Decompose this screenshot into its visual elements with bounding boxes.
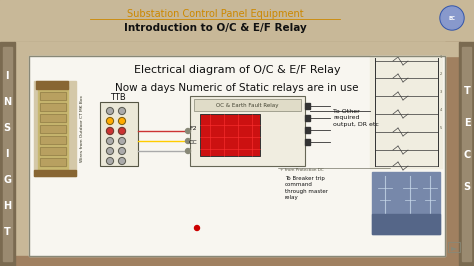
Text: 3: 3 — [440, 90, 442, 94]
Bar — [100, 102, 138, 166]
Circle shape — [118, 157, 126, 164]
Circle shape — [441, 7, 463, 29]
Text: TTB: TTB — [110, 94, 126, 102]
Text: C: C — [464, 150, 471, 160]
Bar — [40, 125, 66, 133]
Bar — [29, 56, 445, 256]
Bar — [40, 147, 66, 155]
Bar — [40, 136, 66, 144]
Circle shape — [107, 107, 113, 114]
Text: 5: 5 — [440, 126, 442, 130]
Bar — [190, 96, 305, 166]
Bar — [40, 158, 66, 166]
Text: CC: CC — [188, 139, 197, 144]
Bar — [372, 214, 440, 234]
Text: I: I — [5, 71, 9, 81]
Circle shape — [185, 148, 191, 153]
Bar — [305, 139, 310, 145]
Bar — [0, 42, 15, 266]
Text: Wires from Outdoor CT MK Box: Wires from Outdoor CT MK Box — [80, 94, 84, 161]
Circle shape — [118, 118, 126, 124]
Circle shape — [107, 157, 113, 164]
Text: 1: 1 — [440, 55, 442, 59]
Circle shape — [107, 138, 113, 144]
Bar — [370, 56, 442, 168]
Bar — [194, 99, 301, 111]
Bar — [40, 103, 66, 111]
Text: S: S — [3, 123, 10, 133]
Bar — [40, 103, 66, 111]
Text: H: H — [3, 201, 11, 211]
Text: T: T — [4, 227, 10, 237]
Bar — [14, 42, 29, 266]
Text: S: S — [464, 182, 471, 192]
Bar — [34, 81, 76, 176]
Circle shape — [107, 127, 113, 135]
Bar — [40, 136, 66, 144]
Bar — [34, 170, 76, 176]
Text: E: E — [464, 118, 470, 128]
Bar — [40, 125, 66, 133]
Bar — [40, 92, 66, 100]
Bar — [448, 242, 460, 252]
Bar — [445, 42, 460, 266]
Bar — [40, 147, 66, 155]
Bar — [38, 86, 68, 171]
Circle shape — [194, 226, 200, 231]
Circle shape — [118, 138, 126, 144]
Bar — [305, 115, 310, 121]
Circle shape — [107, 148, 113, 155]
Circle shape — [185, 128, 191, 134]
Bar — [40, 114, 66, 122]
Text: 2: 2 — [440, 72, 442, 76]
Text: Now a days Numeric of Static relays are in use: Now a days Numeric of Static relays are … — [115, 83, 359, 93]
Bar — [14, 42, 460, 266]
Text: G: G — [3, 175, 11, 185]
Text: EC: EC — [448, 15, 456, 20]
Text: ►: ► — [451, 243, 457, 252]
Text: I: I — [5, 149, 9, 159]
Circle shape — [185, 139, 191, 143]
Bar — [40, 158, 66, 166]
Circle shape — [440, 6, 464, 30]
Bar — [40, 92, 66, 100]
Circle shape — [107, 118, 113, 124]
Text: 4: 4 — [440, 108, 442, 112]
Circle shape — [118, 148, 126, 155]
Bar — [200, 114, 260, 156]
Bar — [36, 81, 68, 89]
Text: Substation Control Panel Equipment: Substation Control Panel Equipment — [127, 9, 303, 19]
Bar — [14, 42, 460, 56]
Bar — [462, 47, 471, 261]
Text: F2: F2 — [190, 126, 197, 131]
Bar — [305, 103, 310, 109]
Text: Introduction to O/C & E/F Relay: Introduction to O/C & E/F Relay — [124, 23, 306, 33]
Bar — [40, 114, 66, 122]
Bar — [459, 42, 474, 266]
Bar — [14, 256, 460, 266]
Text: T: T — [464, 86, 470, 96]
Bar — [0, 0, 474, 42]
Bar — [29, 56, 445, 256]
Circle shape — [118, 107, 126, 114]
Text: Electrical diagram of O/C & E/F Relay: Electrical diagram of O/C & E/F Relay — [134, 65, 340, 75]
Bar — [3, 47, 12, 261]
Circle shape — [118, 127, 126, 135]
Text: To Other
required
output, DR etc: To Other required output, DR etc — [333, 109, 379, 127]
Text: + from Protection DC: + from Protection DC — [280, 168, 324, 172]
Text: OC & Earth Fault Relay: OC & Earth Fault Relay — [216, 102, 278, 107]
Bar — [372, 172, 440, 234]
Text: N: N — [3, 97, 11, 107]
Text: To Breaker trip
command
through master
relay: To Breaker trip command through master r… — [285, 176, 328, 200]
Bar — [305, 127, 310, 133]
